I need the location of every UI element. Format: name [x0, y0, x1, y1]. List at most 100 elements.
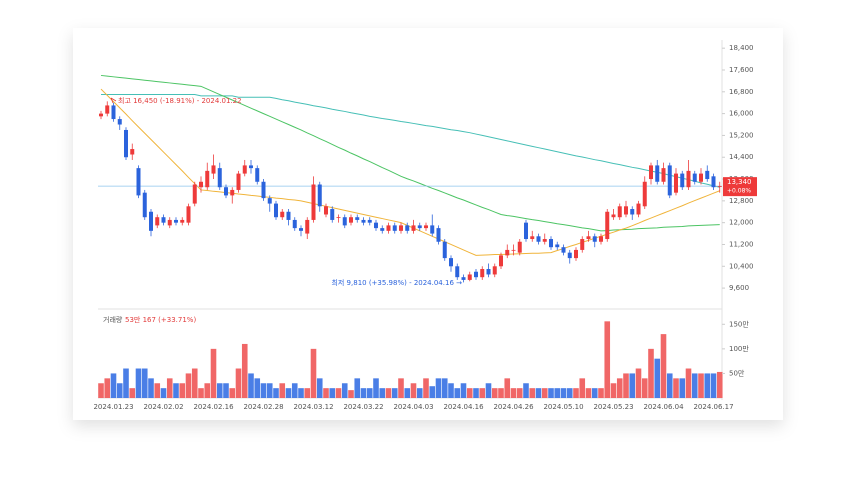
x-tick-label: 2024.02.28 [243, 403, 283, 411]
candle-body [211, 165, 216, 174]
candle-body [674, 173, 678, 193]
volume-bar [173, 383, 179, 398]
candle-body [467, 274, 472, 280]
volume-bar [666, 373, 673, 398]
volume-bar [391, 388, 398, 398]
volume-bars [98, 321, 723, 398]
volume-bar [141, 368, 148, 398]
volume-bar [154, 383, 161, 398]
candle-body [167, 219, 172, 226]
volume-bar [529, 388, 536, 398]
candle-body [186, 206, 191, 223]
candle-body [199, 181, 203, 188]
x-tick-label: 2024.03.22 [343, 403, 383, 411]
volume-bar [335, 388, 342, 398]
volume-bar [435, 378, 442, 398]
candle-body [174, 219, 178, 223]
volume-bar [229, 388, 236, 398]
volume-bar [279, 383, 286, 398]
x-tick-label: 2024.04.16 [443, 403, 484, 411]
axes: 18,40017,60016,80016,00015,20014,40013,6… [93, 44, 757, 411]
candle-body [305, 219, 310, 234]
volume-bar [554, 388, 561, 398]
volume-bar [623, 373, 629, 398]
volume-bar [629, 373, 636, 398]
high-arrow [110, 97, 117, 104]
candle-body [242, 165, 247, 174]
volume-bar [235, 368, 242, 398]
volume-bar [516, 388, 523, 398]
volume-bar [423, 378, 429, 398]
volume-bar [260, 383, 267, 398]
candle-body [99, 113, 103, 117]
y-tick-label: 12,800 [729, 197, 754, 205]
candle-body [136, 168, 141, 196]
volume-bar [473, 388, 479, 398]
y-tick-label: 14,400 [729, 153, 754, 161]
candle-body [342, 217, 347, 226]
volume-bar [204, 383, 211, 398]
candle-body [574, 249, 578, 259]
candle-body [524, 222, 528, 240]
candle-body [292, 219, 297, 229]
candle-body [380, 228, 385, 231]
volume-bar [148, 378, 154, 398]
volume-bar [573, 388, 579, 398]
volume-bar [635, 368, 642, 398]
volume-bar [123, 368, 129, 398]
y-tick-label: 18,400 [729, 44, 754, 52]
x-tick-label: 2024.06.04 [643, 403, 684, 411]
candle-body [711, 176, 716, 188]
volume-bar [110, 373, 117, 398]
volume-bar [360, 388, 367, 398]
candle-body [642, 181, 647, 207]
volume-bar [716, 371, 723, 398]
volume-bar [673, 378, 679, 398]
candle-body [611, 214, 616, 218]
volume-bar [291, 383, 298, 398]
volume-bar [454, 388, 461, 398]
moving-average [100, 74, 720, 232]
volume-bar [191, 368, 198, 398]
candle-body [274, 203, 278, 218]
candles [99, 101, 722, 283]
candle-body [592, 236, 597, 242]
candle-body [649, 165, 653, 180]
volume-bar [616, 378, 623, 398]
candle-body [324, 206, 328, 215]
candle-body [286, 211, 291, 220]
volume-bar [535, 388, 542, 398]
volume-bar [216, 383, 223, 398]
last-price-label: 13,340 [727, 178, 752, 186]
y-tick-label: 16,800 [729, 88, 754, 96]
volume-bar [579, 378, 586, 398]
x-tick-label: 2024.04.03 [393, 403, 433, 411]
y-tick-label: 16,000 [729, 110, 754, 118]
candle-body [499, 255, 503, 267]
volume-bar [185, 373, 192, 398]
volume-bar [398, 378, 404, 398]
volume-bar [285, 388, 292, 398]
volume-bar [460, 383, 467, 398]
moving-average [100, 88, 720, 256]
y-tick-label: 9,600 [729, 284, 749, 292]
candle-body [149, 211, 153, 231]
y-tick-label: 17,600 [729, 66, 754, 74]
volume-bar [404, 388, 411, 398]
volume-bar [298, 388, 304, 398]
volume-bar [166, 378, 173, 398]
candle-body [311, 184, 316, 220]
candle-body [261, 181, 266, 199]
candle-body [561, 247, 566, 253]
volume-title: 거래량 [103, 315, 123, 324]
candle-body [567, 252, 572, 259]
candle-body [317, 184, 322, 207]
volume-bar [104, 378, 111, 398]
candle-body [255, 168, 260, 182]
volume-bar [641, 378, 648, 398]
volume-bar [548, 388, 554, 398]
volume-bar [479, 388, 486, 398]
last-change-label: +0.08% [727, 188, 751, 195]
volume-bar [329, 388, 336, 398]
